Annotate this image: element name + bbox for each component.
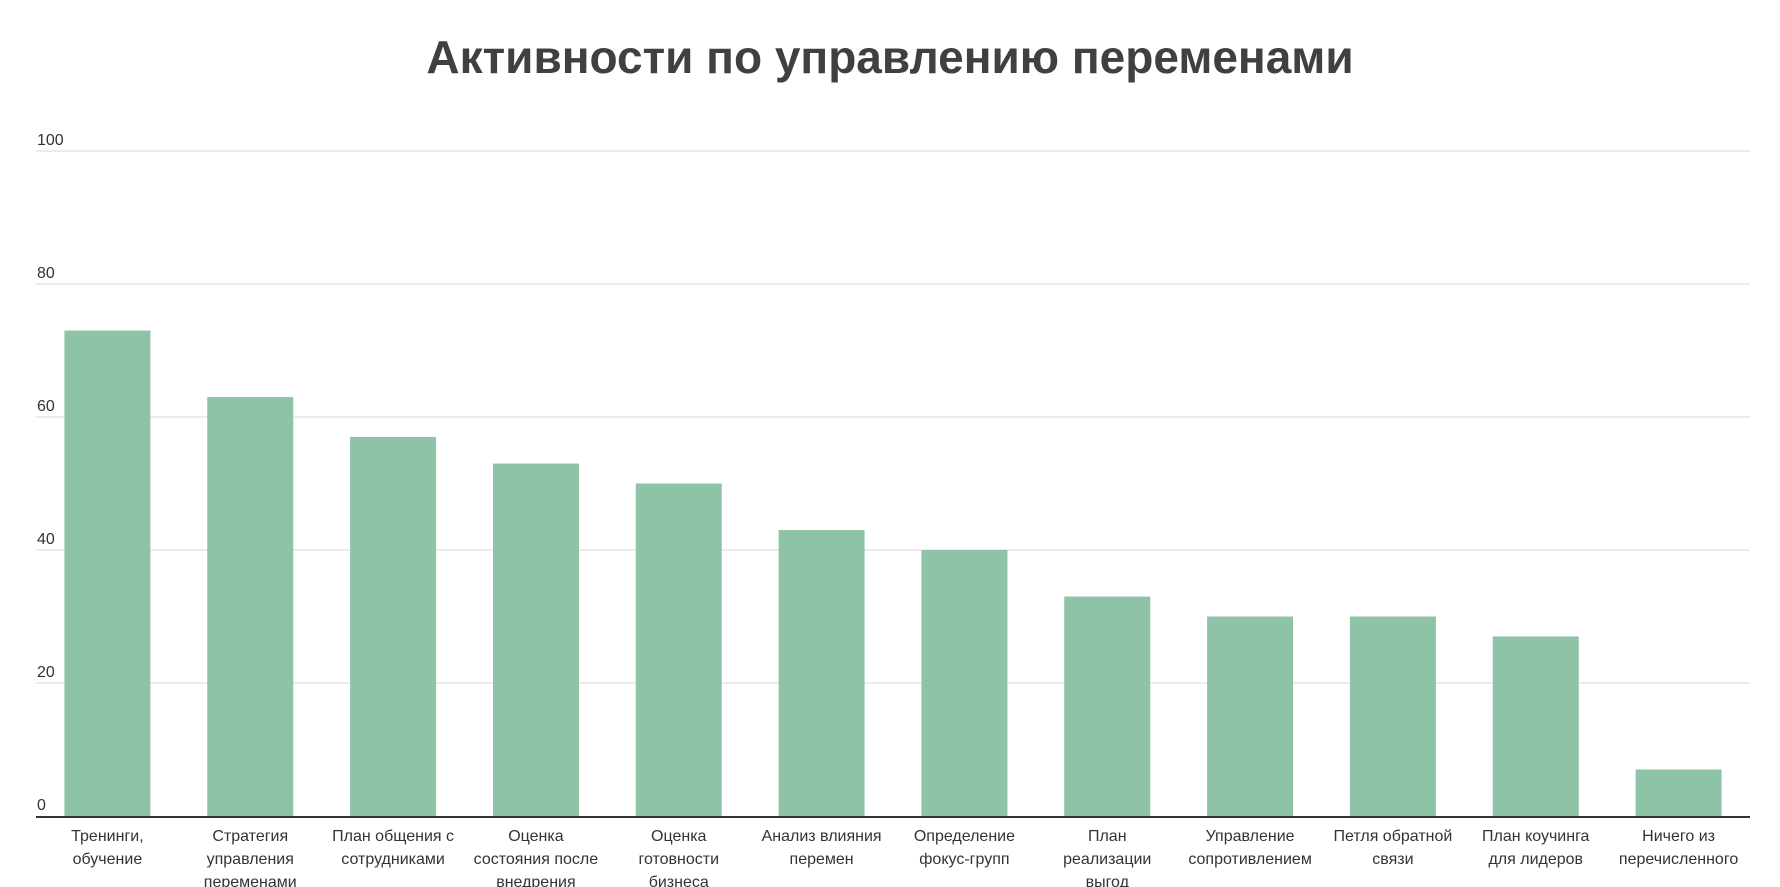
y-tick-label: 80 xyxy=(37,265,55,282)
x-tick-label: Оценка состояния после внедрения xyxy=(474,828,599,887)
bar xyxy=(1492,636,1579,816)
bar xyxy=(1349,616,1436,816)
bar xyxy=(635,483,722,816)
bar xyxy=(350,436,437,816)
gridlines: 0 20 40 60 80 100 xyxy=(36,132,1750,814)
y-tick-label: 100 xyxy=(37,132,64,149)
x-tick-label: Тренинги, обучение xyxy=(71,828,144,868)
x-tick-label: Определение фокус-групп xyxy=(914,828,1015,868)
x-tick-label: План общения с сотрудниками xyxy=(332,828,454,868)
bar xyxy=(921,550,1008,816)
chart-title: Активности по управлению переменами xyxy=(426,31,1354,83)
y-tick-label: 20 xyxy=(37,664,55,681)
bar xyxy=(1207,616,1294,816)
x-tick-label: Ничего из перечисленного xyxy=(1619,828,1738,868)
bar xyxy=(1064,596,1151,816)
x-tick-label: Управление сопротивлением xyxy=(1188,828,1312,868)
y-tick-label: 60 xyxy=(37,398,55,415)
x-tick-label: План коучинга для лидеров xyxy=(1482,828,1590,868)
bars xyxy=(64,330,1722,816)
x-tick-label: Петля обратной связи xyxy=(1334,828,1453,868)
bar xyxy=(778,530,865,816)
x-tick-label: Оценка готовности бизнеса xyxy=(638,828,719,887)
x-tick-label: Анализ влияния перемен xyxy=(762,828,882,868)
bar xyxy=(1635,769,1722,816)
category-labels: Тренинги, обучение Стратегия управления пере… xyxy=(71,828,1738,887)
y-tick-label: 0 xyxy=(37,797,46,814)
bar xyxy=(207,397,294,816)
y-tick-label: 40 xyxy=(37,531,55,548)
x-tick-label: План реализации выгод xyxy=(1063,828,1151,887)
bar xyxy=(64,330,151,816)
x-tick-label: Стратегия управления переменами xyxy=(204,828,297,887)
bar xyxy=(492,463,579,816)
